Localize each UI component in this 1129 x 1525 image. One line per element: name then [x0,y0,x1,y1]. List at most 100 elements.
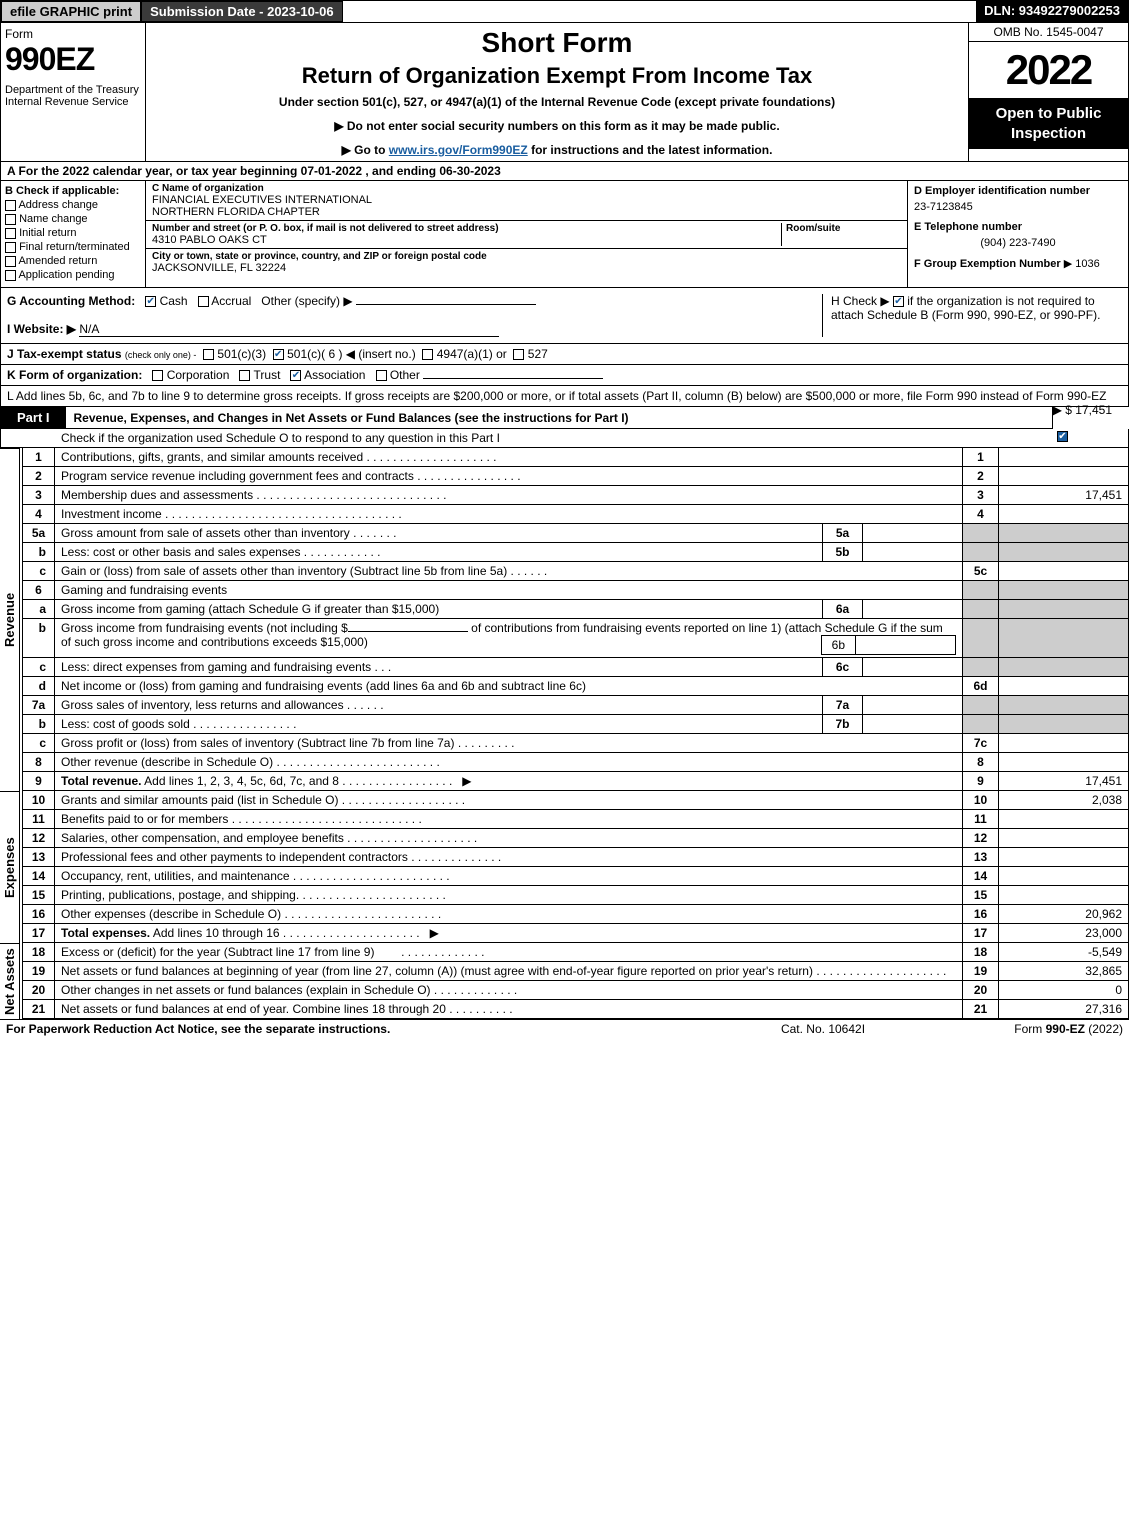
topbar-spacer [343,1,977,22]
form-header: Form 990EZ Department of the Treasury In… [0,23,1129,162]
addr-cell: Number and street (or P. O. box, if mail… [146,221,907,249]
org-name-label: C Name of organization [152,183,901,194]
other-specify-label: Other (specify) ▶ [261,294,352,308]
cb-name-change[interactable]: Name change [5,213,141,225]
form-of-org-label: K Form of organization: [7,368,142,382]
col-d: D Employer identification number 23-7123… [908,181,1128,287]
col-b-header: B Check if applicable: [5,185,141,197]
form-title: Return of Organization Exempt From Incom… [156,63,958,89]
line-4: 4Investment income . . . . . . . . . . .… [23,505,1129,524]
cb-final-return[interactable]: Final return/terminated [5,241,141,253]
efile-print-button[interactable]: efile GRAPHIC print [1,1,141,22]
cb-application-pending[interactable]: Application pending [5,269,141,281]
row-l: L Add lines 5b, 6c, and 7b to line 9 to … [0,386,1129,407]
row-g-h: G Accounting Method: ✔ Cash Accrual Othe… [0,288,1129,344]
cb-trust[interactable] [239,370,250,381]
cb-527[interactable] [513,349,524,360]
cb-amended-return[interactable]: Amended return [5,255,141,267]
opt-other-org: Other [390,368,420,382]
website-label: I Website: ▶ [7,322,76,336]
section-a: A For the 2022 calendar year, or tax yea… [0,162,1129,181]
expenses-section: Expenses 10Grants and similar amounts pa… [0,791,1129,943]
opt-corp: Corporation [167,368,230,382]
part1-title: Revenue, Expenses, and Changes in Net As… [66,408,1052,428]
dept-treasury: Department of the Treasury Internal Reve… [5,84,141,108]
line-17: 17Total expenses. Add lines 10 through 1… [23,924,1129,943]
line-12: 12Salaries, other compensation, and empl… [23,829,1129,848]
line-19: 19Net assets or fund balances at beginni… [23,962,1129,981]
line-14: 14Occupancy, rent, utilities, and mainte… [23,867,1129,886]
line-8: 8Other revenue (describe in Schedule O) … [23,753,1129,772]
col-b: B Check if applicable: Address change Na… [1,181,146,287]
irs-link[interactable]: www.irs.gov/Form990EZ [389,143,528,157]
line-18: 18Excess or (deficit) for the year (Subt… [23,943,1129,962]
form-number: 990EZ [5,41,141,78]
tel-value: (904) 223-7490 [914,237,1122,249]
cb-other-org[interactable] [376,370,387,381]
top-bar: efile GRAPHIC print Submission Date - 20… [0,0,1129,23]
cb-schedule-o[interactable]: ✔ [1057,431,1068,442]
ein-label: D Employer identification number [914,185,1122,197]
goto-suffix: for instructions and the latest informat… [528,143,773,157]
line-7b: bLess: cost of goods sold . . . . . . . … [23,715,1129,734]
room-label: Room/suite [786,223,901,234]
line-9: 9Total revenue. Add lines 1, 2, 3, 4, 5c… [23,772,1129,791]
line-6: 6Gaming and fundraising events [23,581,1129,600]
opt-501c: 501(c)( 6 ) ◀ (insert no.) [287,347,416,361]
revenue-table: 1Contributions, gifts, grants, and simil… [22,448,1129,791]
goto-note: ▶ Go to www.irs.gov/Form990EZ for instru… [156,143,958,157]
goto-prefix: ▶ Go to [342,143,389,157]
cb-corp[interactable] [152,370,163,381]
cb-assoc[interactable]: ✔ [290,370,301,381]
ssn-warning: ▶ Do not enter social security numbers o… [156,119,958,133]
row-h: H Check ▶ ✔ if the organization is not r… [822,294,1122,337]
cb-cash[interactable]: ✔ [145,296,156,307]
tax-exempt-label: J Tax-exempt status [7,347,122,361]
dln-label: DLN: 93492279002253 [976,1,1128,22]
net-assets-section: Net Assets 18Excess or (deficit) for the… [0,943,1129,1019]
cb-schedule-b[interactable]: ✔ [893,296,904,307]
paperwork-notice: For Paperwork Reduction Act Notice, see … [6,1022,723,1036]
cb-accrual[interactable] [198,296,209,307]
line-3: 3Membership dues and assessments . . . .… [23,486,1129,505]
part1-sub-text: Check if the organization used Schedule … [61,431,1057,445]
cb-501c[interactable]: ✔ [273,349,284,360]
omb-number: OMB No. 1545-0047 [969,23,1128,42]
opt-501c3: 501(c)(3) [217,347,266,361]
group-exemption-label: F Group Exemption Number ▶ 1036 [914,257,1122,270]
opt-4947: 4947(a)(1) or [437,347,507,361]
revenue-section: Revenue 1Contributions, gifts, grants, a… [0,448,1129,791]
accounting-method-label: G Accounting Method: [7,294,135,308]
line-5b: bLess: cost or other basis and sales exp… [23,543,1129,562]
cb-initial-return[interactable]: Initial return [5,227,141,239]
city-state-zip: JACKSONVILLE, FL 32224 [152,262,901,274]
opt-assoc: Association [304,368,365,382]
org-name: FINANCIAL EXECUTIVES INTERNATIONAL NORTH… [152,194,901,218]
row-l-text: L Add lines 5b, 6c, and 7b to line 9 to … [7,389,1106,403]
line-7c: cGross profit or (loss) from sales of in… [23,734,1129,753]
cb-501c3[interactable] [203,349,214,360]
cb-address-change[interactable]: Address change [5,199,141,211]
line-11: 11Benefits paid to or for members . . . … [23,810,1129,829]
line-6d: dNet income or (loss) from gaming and fu… [23,677,1129,696]
expenses-vlabel: Expenses [0,791,20,943]
line-5a: 5aGross amount from sale of assets other… [23,524,1129,543]
h-check-label: H Check ▶ [831,294,890,308]
form-word: Form [5,27,141,41]
row-g-left: G Accounting Method: ✔ Cash Accrual Othe… [7,294,822,337]
part1-label: Part I [1,407,66,428]
line-10: 10Grants and similar amounts paid (list … [23,791,1129,810]
line-16: 16Other expenses (describe in Schedule O… [23,905,1129,924]
tel-label: E Telephone number [914,221,1122,233]
ein-value: 23-7123845 [914,201,1122,213]
line-7a: 7aGross sales of inventory, less returns… [23,696,1129,715]
check-only-one: (check only one) - [125,350,197,360]
cat-number: Cat. No. 10642I [723,1022,923,1036]
col-c: C Name of organization FINANCIAL EXECUTI… [146,181,908,287]
line-2: 2Program service revenue including gover… [23,467,1129,486]
cb-4947[interactable] [422,349,433,360]
cash-label: Cash [160,294,188,308]
line-13: 13Professional fees and other payments t… [23,848,1129,867]
addr-label: Number and street (or P. O. box, if mail… [152,223,781,234]
submission-date-button[interactable]: Submission Date - 2023-10-06 [141,1,343,22]
